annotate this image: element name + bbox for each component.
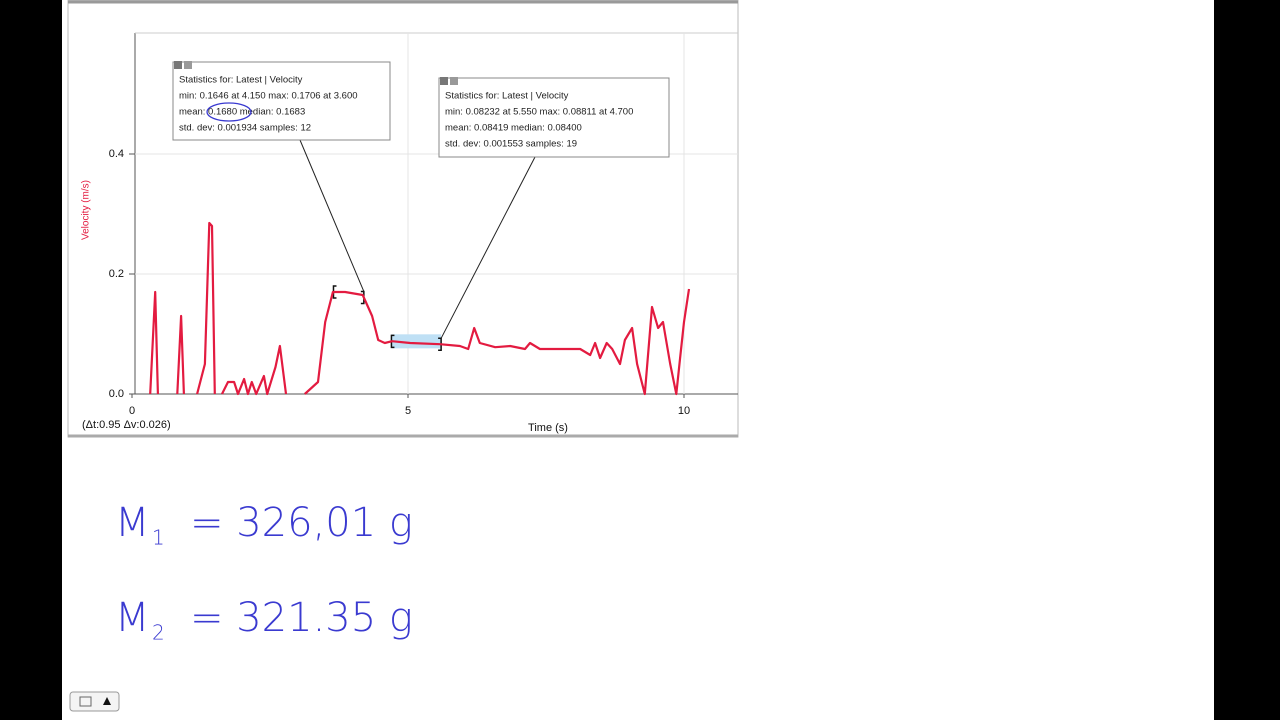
stats-line: std. dev: 0.001553 samples: 19 (445, 139, 577, 150)
expand-arrow[interactable] (103, 697, 111, 705)
y-tick-label: 0.2 (109, 268, 124, 280)
options-icon (450, 77, 458, 85)
stats-line: Statistics for: Latest | Velocity (179, 75, 303, 86)
page-widget[interactable] (69, 691, 120, 712)
note-text: = 326,01 g (190, 500, 413, 546)
y-tick-label: 0.4 (109, 148, 124, 160)
y-axis-label: Velocity (m/s) (81, 180, 92, 240)
note-subscript: 2 (152, 621, 165, 645)
readout: (Δt:0.95 Δv:0.026) (82, 419, 171, 431)
velocity-line (149, 221, 691, 396)
stats-line: min: 0.08232 at 5.550 max: 0.08811 at 4.… (445, 107, 633, 118)
close-icon (440, 77, 448, 85)
hand-circle (206, 102, 252, 122)
note-text: = 321.35 g (190, 595, 413, 641)
stats-line: mean: 0.1680 median: 0.1683 (179, 107, 305, 118)
x-axis-label: Time (s) (528, 422, 568, 434)
stats-box (438, 77, 670, 158)
options-icon (184, 61, 192, 69)
stats-line: std. dev: 0.001934 samples: 12 (179, 123, 311, 134)
callout-line (440, 156, 536, 339)
stats-line: mean: 0.08419 median: 0.08400 (445, 123, 582, 134)
note-subscript: 1 (152, 526, 165, 550)
stats-box (172, 61, 391, 141)
page-icon[interactable] (79, 696, 92, 707)
widget-frame[interactable] (69, 691, 120, 712)
notes: M 1 = 326,01 gM 2 = 321.35 g (115, 500, 413, 645)
stats-line: Statistics for: Latest | Velocity (445, 91, 569, 102)
callout-line (299, 139, 365, 292)
x-tick-label: 10 (678, 405, 690, 417)
close-icon (174, 61, 182, 69)
graph-panel (67, 0, 739, 438)
x-tick-label: 0 (129, 405, 135, 417)
stats-line: min: 0.1646 at 4.150 max: 0.1706 at 3.60… (179, 91, 358, 102)
x-tick-label: 5 (405, 405, 411, 417)
note-symbol: M (115, 500, 150, 546)
y-tick-label: 0.0 (109, 388, 124, 400)
note-symbol: M (115, 595, 150, 641)
plot: 0.0 0.2 0.4 0 5 10 Statistics for: Latest | Ve… (109, 32, 738, 417)
